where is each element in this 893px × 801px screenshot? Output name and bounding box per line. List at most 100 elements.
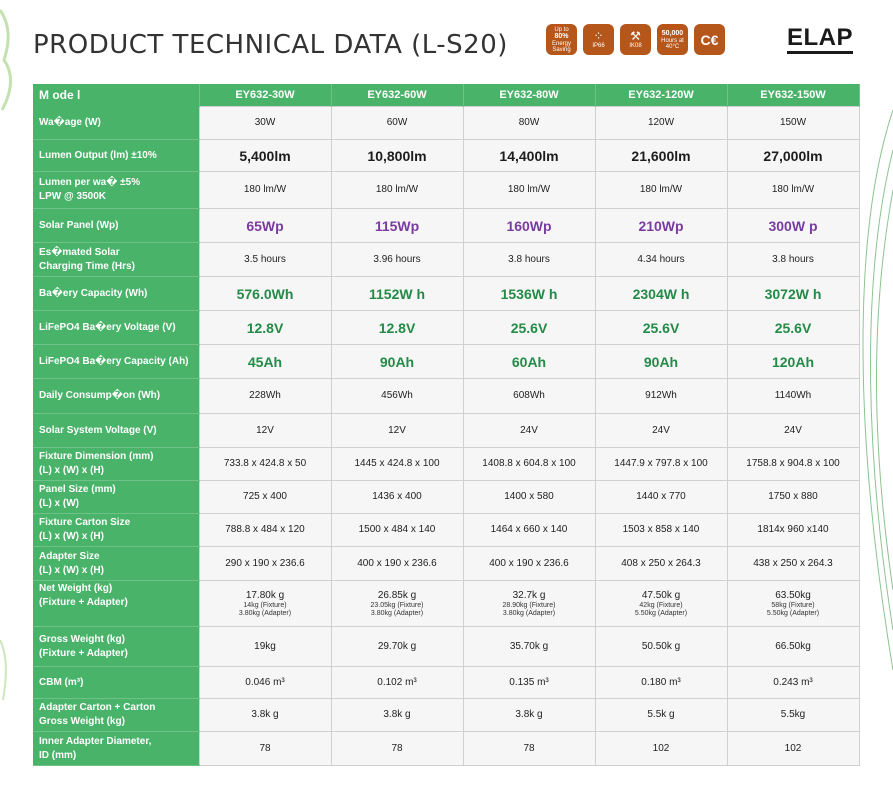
table-row: Solar System Voltage (V) 12V 12V 24V 24V 24V [33, 413, 860, 448]
table-cell: 27,000lm [726, 139, 860, 172]
table-cell: 0.135 m³ [462, 666, 596, 699]
table-row: Lumen per wa� ±5% LPW @ 3500K 180 lm/W 180… [33, 171, 860, 209]
table-cell: 78 [462, 731, 596, 766]
net-weight-adapter: 3.80kg (Adapter) [370, 609, 424, 617]
table-cell: 1445 x 424.8 x 100 [330, 447, 464, 481]
table-cell: 180 lm/W [594, 171, 728, 209]
table-cell: 65Wp [198, 208, 332, 243]
column-header: EY632-60W [331, 84, 464, 107]
table-cell: 1536W h [462, 276, 596, 311]
row-label: Solar System Voltage (V) [33, 413, 199, 448]
table-cell: 66.50kg [726, 626, 860, 667]
table-cell: 26.85k g 23.05kg (Fixture) 3.80kg (Adapter… [330, 580, 464, 627]
table-cell: 17.80k g 14kg (Fixture) 3.80kg (Adapter) [198, 580, 332, 627]
decorative-leaf-pattern [0, 9, 12, 701]
table-cell: 400 x 190 x 236.6 [330, 546, 464, 581]
ce-mark-icon: C€ [694, 24, 725, 55]
net-weight-total: 32.7k g [512, 589, 546, 601]
brand-logo: ELAP [787, 26, 854, 54]
energy-saving-icon: Up to 80% Energy Saving [546, 24, 577, 55]
table-cell: 80W [462, 106, 596, 140]
table-cell: 12V [198, 413, 332, 448]
net-weight-total: 47.50k g [641, 589, 681, 601]
table-cell: 608Wh [462, 378, 596, 414]
net-weight-total: 17.80k g [245, 589, 285, 601]
row-label: Fixture Carton Size (L) x (W) x (H) [33, 513, 199, 547]
net-weight-total: 63.50kg [775, 589, 811, 601]
table-cell: 24V [594, 413, 728, 448]
table-cell: 63.50kg 58kg (Fixture) 5.50kg (Adapter) [726, 580, 860, 627]
table-cell: 1400 x 580 [462, 480, 596, 514]
row-label: Net Weight (kg) (Fixture + Adapter) [33, 580, 199, 627]
table-cell: 1447.9 x 797.8 x 100 [594, 447, 728, 481]
table-cell: 180 lm/W [726, 171, 860, 209]
table-cell: 180 lm/W [462, 171, 596, 209]
table-cell: 150W [726, 106, 860, 140]
table-row: Es�mated Solar Charging Time (Hrs) 3.5 ho… [33, 242, 860, 277]
table-cell: 0.243 m³ [726, 666, 860, 699]
table-cell: 5.5kg [726, 698, 860, 732]
table-cell: 30W [198, 106, 332, 140]
table-cell: 576.0Wh [198, 276, 332, 311]
table-row: Adapter Size (L) x (W) x (H) 290 x 190 x … [33, 546, 860, 581]
table-cell: 788.8 x 484 x 120 [198, 513, 332, 547]
table-row: LiFePO4 Ba�ery Voltage (V) 12.8V 12.8V 25.6… [33, 310, 860, 345]
net-weight-adapter: 3.80kg (Adapter) [238, 609, 292, 617]
table-cell: 228Wh [198, 378, 332, 414]
table-cell: 438 x 250 x 264.3 [726, 546, 860, 581]
net-weight-adapter: 5.50kg (Adapter) [766, 609, 820, 617]
table-row: Fixture Dimension (mm) (L) x (W) x (H) 73… [33, 447, 860, 481]
table-cell: 90Ah [330, 344, 464, 379]
table-row: LiFePO4 Ba�ery Capacity (Ah) 45Ah 90Ah 60Ah… [33, 344, 860, 379]
table-cell: 300W p [726, 208, 860, 243]
table-row: Ba�ery Capacity (Wh) 576.0Wh 1152W h 1536W … [33, 276, 860, 311]
table-cell: 456Wh [330, 378, 464, 414]
table-cell: 32.7k g 28.90kg (Fixture) 3.80kg (Adapter) [462, 580, 596, 627]
table-row: Net Weight (kg) (Fixture + Adapter) 17.80… [33, 580, 860, 627]
table-cell: 78 [198, 731, 332, 766]
row-label: Ba�ery Capacity (Wh) [33, 276, 199, 311]
table-cell: 19kg [198, 626, 332, 667]
table-cell: 3.8 hours [462, 242, 596, 277]
table-cell: 733.8 x 424.8 x 50 [198, 447, 332, 481]
table-cell: 3.96 hours [330, 242, 464, 277]
table-cell: 4.34 hours [594, 242, 728, 277]
table-cell: 12V [330, 413, 464, 448]
net-weight-adapter: 5.50kg (Adapter) [634, 609, 688, 617]
row-label: LiFePO4 Ba�ery Capacity (Ah) [33, 344, 199, 379]
table-cell: 0.180 m³ [594, 666, 728, 699]
table-cell: 25.6V [594, 310, 728, 345]
table-cell: 78 [330, 731, 464, 766]
table-row: CBM (m³) 0.046 m³ 0.102 m³ 0.135 m³ 0.180 m³… [33, 666, 860, 699]
table-cell: 1758.8 x 904.8 x 100 [726, 447, 860, 481]
spec-table: M ode l EY632-30W EY632-60W EY632-80W EY… [33, 84, 860, 766]
table-cell: 0.102 m³ [330, 666, 464, 699]
table-cell: 5.5k g [594, 698, 728, 732]
table-cell: 1436 x 400 [330, 480, 464, 514]
table-cell: 1140Wh [726, 378, 860, 414]
table-cell: 120W [594, 106, 728, 140]
table-row: Lumen Output (lm) ±10% 5,400lm 10,800lm 14,… [33, 139, 860, 172]
table-cell: 25.6V [462, 310, 596, 345]
table-cell: 0.046 m³ [198, 666, 332, 699]
table-cell: 102 [594, 731, 728, 766]
column-header: EY632-80W [463, 84, 596, 107]
table-cell: 12.8V [330, 310, 464, 345]
page-title: PRODUCT TECHNICAL DATA (L-S20) [33, 30, 508, 60]
table-cell: 1503 x 858 x 140 [594, 513, 728, 547]
table-row: Adapter Carton + Carton Gross Weight (kg… [33, 698, 860, 732]
row-label: Es�mated Solar Charging Time (Hrs) [33, 242, 199, 277]
row-label: Lumen Output (lm) ±10% [33, 139, 199, 172]
row-label: Adapter Carton + Carton Gross Weight (kg… [33, 698, 199, 732]
table-row: Fixture Carton Size (L) x (W) x (H) 788.8… [33, 513, 860, 547]
table-cell: 3072W h [726, 276, 860, 311]
table-cell: 160Wp [462, 208, 596, 243]
table-cell: 210Wp [594, 208, 728, 243]
column-header: M ode l [33, 84, 200, 107]
table-cell: 50.50k g [594, 626, 728, 667]
lifetime-icon: 50,000 Hours at 40°C [657, 24, 688, 55]
table-cell: 5,400lm [198, 139, 332, 172]
row-label: LiFePO4 Ba�ery Voltage (V) [33, 310, 199, 345]
table-cell: 3.8k g [462, 698, 596, 732]
row-label: Solar Panel (Wp) [33, 208, 199, 243]
